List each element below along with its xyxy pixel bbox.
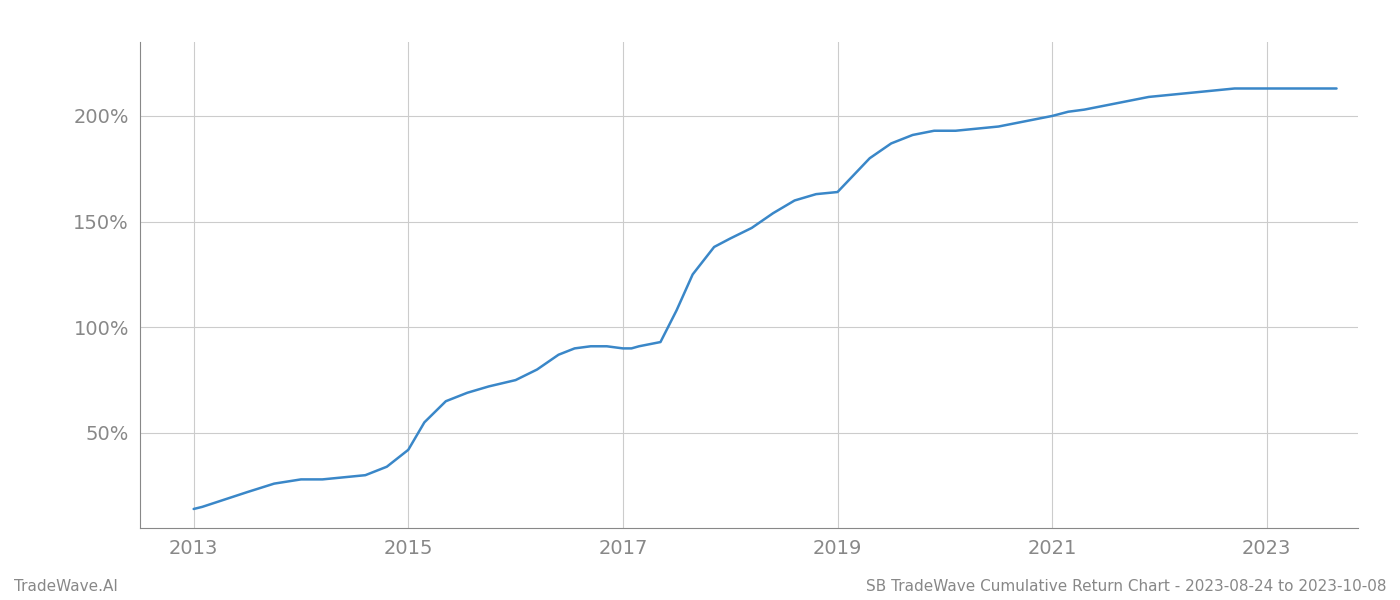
Text: TradeWave.AI: TradeWave.AI [14,579,118,594]
Text: SB TradeWave Cumulative Return Chart - 2023-08-24 to 2023-10-08: SB TradeWave Cumulative Return Chart - 2… [865,579,1386,594]
